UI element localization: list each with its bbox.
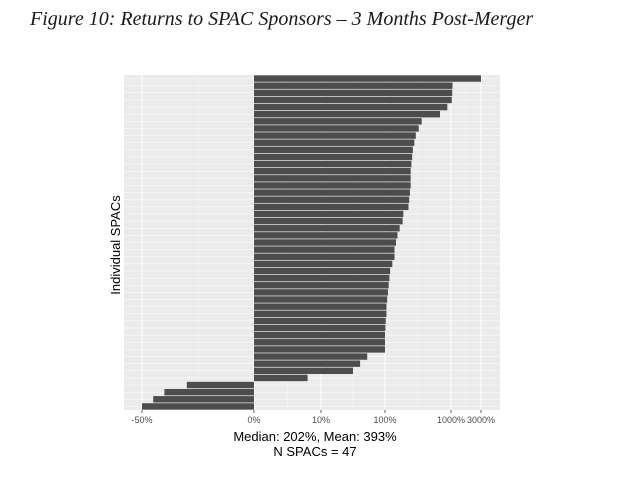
spac-bar [254,160,412,168]
spac-bar [254,360,361,367]
spac-bar [254,246,395,253]
spac-bar [164,388,254,396]
spac-bar [254,317,386,325]
spac-bar [186,381,254,389]
spac-bar [254,331,385,339]
spac-bar [254,253,395,260]
x-tick-label: 0% [247,415,260,425]
spac-bar [254,324,386,332]
spac-bar [142,403,254,410]
spac-bar [254,367,353,375]
spac-bar [254,110,440,118]
spac-bar [254,203,409,211]
spac-bar [254,353,368,360]
x-tick-label: 100% [373,415,396,425]
spac-bar [254,96,452,104]
spac-bar [254,346,385,353]
spac-bar [254,210,404,218]
spac-bar [254,260,393,268]
spac-bar [254,118,422,125]
spac-bar [254,274,390,282]
spac-bar [254,132,416,139]
spac-bar [254,75,481,82]
spac-bar [254,217,403,225]
spac-bar [254,225,400,232]
spac-bar [254,303,387,310]
spac-bar [254,282,389,289]
x-tick-label: 10% [312,415,330,425]
spac-bar [254,175,411,182]
spac-bar [254,146,413,154]
x-axis: -50% 0% 10% 100% 1000% 3000% [131,410,495,425]
spac-bar [254,82,453,89]
spac-bar [254,103,448,111]
spac-bar [254,296,388,303]
spac-bar [254,189,410,196]
spac-bar [254,239,396,246]
spac-bar [254,339,385,346]
bars [142,75,481,410]
spac-bar [254,232,398,239]
spac-bar [254,125,419,132]
spac-bar [254,374,308,382]
spac-bar [153,396,254,403]
spac-bar [254,310,387,317]
x-tick-label: -50% [131,415,152,425]
figure-title: Figure 10: Returns to SPAC Sponsors – 3 … [30,8,534,30]
spac-bar [254,182,411,189]
summary-median-mean: Median: 202%, Mean: 393% [233,429,397,444]
spac-bar [254,139,415,146]
spac-bar [254,168,411,175]
summary-count: N SPACs = 47 [273,444,357,459]
spac-bar [254,89,453,97]
spac-bar [254,153,413,161]
y-axis-label: Individual SPACs [108,195,123,295]
x-tick-label: 3000% [467,415,495,425]
spac-bar [254,289,388,296]
summary-caption: Median: 202%, Mean: 393% N SPACs = 47 [180,429,450,459]
x-tick-label: 1000% [437,415,465,425]
spac-bar [254,196,410,203]
spac-bar [254,267,391,275]
